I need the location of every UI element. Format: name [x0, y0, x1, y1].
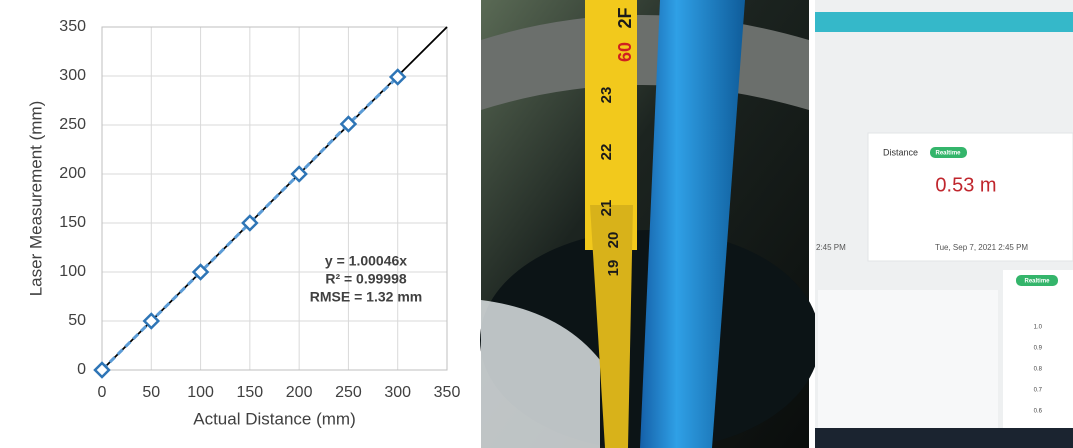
card-3 [1003, 270, 1073, 430]
y-tick-label: 150 [59, 214, 86, 231]
screen [815, 0, 1073, 448]
tape-label: 60 [615, 42, 635, 62]
marker [339, 115, 358, 133]
plot-frame [101, 26, 448, 371]
tape-label: 21 [598, 200, 615, 217]
card-2 [818, 290, 998, 430]
reflection [481, 300, 600, 448]
top-bar [815, 12, 1073, 32]
x-tick-label: 300 [384, 384, 411, 401]
marker [241, 214, 259, 232]
y-tick-label: 350 [59, 18, 86, 35]
pipe [640, 0, 745, 448]
annotation: RMSE = 1.32 mm [310, 289, 422, 305]
timestamp: Tue, Sep 7, 2021 2:45 PM [935, 243, 1028, 252]
marker [93, 361, 111, 379]
time-left: 2:45 PM [816, 243, 846, 252]
x-tick-label: 50 [142, 384, 160, 401]
annotation: y = 1.00046x [325, 253, 407, 269]
badge: Realtime [1024, 279, 1050, 285]
marker [191, 263, 210, 281]
tape-label: 20 [605, 232, 622, 249]
screen-axis-label: 1.0 [1034, 325, 1043, 331]
badge: Realtime [935, 151, 961, 157]
x-tick-label: 200 [286, 384, 313, 401]
tape-label: 2F [615, 7, 635, 28]
y-axis-label: Laser Measurement (mm) [26, 101, 45, 297]
taskbar [815, 428, 1073, 448]
screen-axis-label: 0.8 [1034, 367, 1043, 373]
x-tick-label: 0 [98, 384, 107, 401]
screen-axis-label: 0.7 [1034, 388, 1043, 394]
x-tick-label: 250 [335, 384, 362, 401]
y-tick-label: 200 [59, 165, 86, 182]
marker [142, 312, 161, 330]
photo [480, 0, 820, 448]
y-tick-label: 50 [68, 312, 86, 329]
annotation: R² = 0.99998 [325, 271, 407, 287]
marker [290, 165, 308, 183]
reading: 0.53 m [935, 174, 996, 196]
x-tick-label: 350 [434, 384, 461, 401]
y-tick-label: 300 [59, 67, 86, 84]
x-axis-label: Actual Distance (mm) [193, 409, 355, 428]
x-tick-label: 100 [187, 384, 214, 401]
tape-label: 22 [598, 144, 615, 161]
card [867, 132, 1073, 262]
y-tick-label: 100 [59, 263, 86, 280]
tape-label: 19 [605, 260, 622, 277]
card-title: Distance [883, 147, 918, 157]
tape-label: 23 [598, 87, 615, 104]
screen-axis-label: 0.6 [1034, 409, 1043, 415]
screen-axis-label: 0.9 [1034, 346, 1043, 352]
x-tick-label: 150 [237, 384, 264, 401]
y-tick-label: 0 [77, 361, 86, 378]
tape-lower [590, 205, 633, 448]
badge2-bg [1016, 275, 1058, 286]
badge-bg [930, 147, 967, 158]
y-tick-label: 250 [59, 116, 86, 133]
marker [388, 68, 407, 86]
